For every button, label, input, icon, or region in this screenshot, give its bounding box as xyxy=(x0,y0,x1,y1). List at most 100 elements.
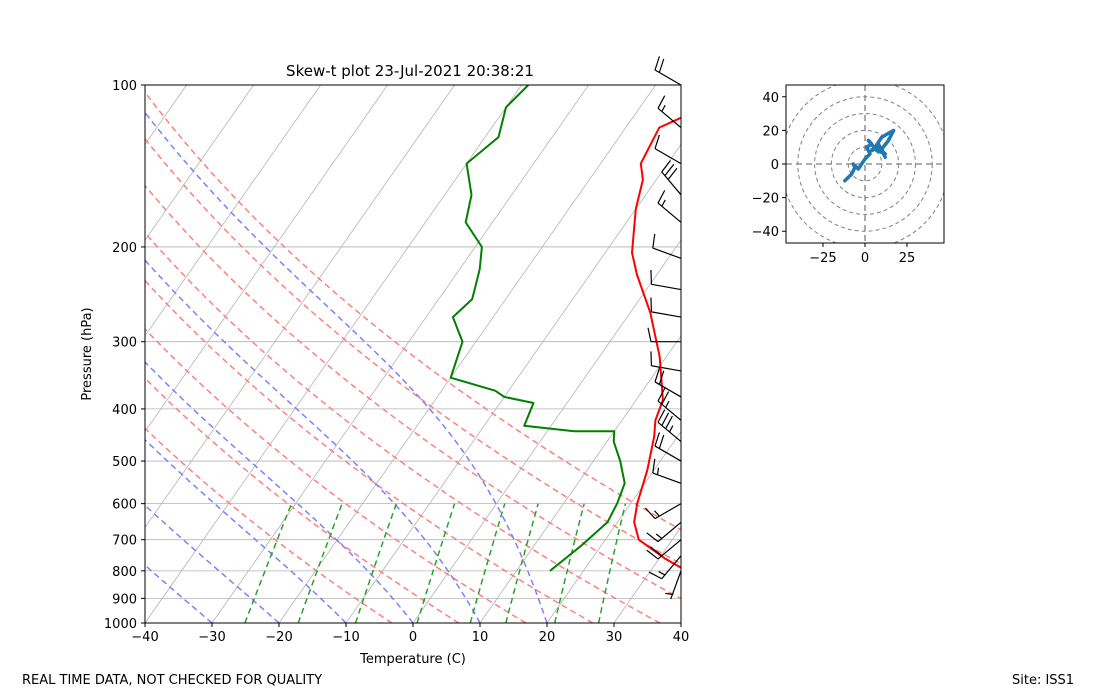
skewt-title: Skew-t plot 23-Jul-2021 20:38:21 xyxy=(286,62,534,80)
isotherm-line xyxy=(211,85,589,623)
wind-barb xyxy=(661,160,682,196)
isotherm-line xyxy=(0,85,120,623)
moist-adiabat xyxy=(145,259,481,623)
wind-barb xyxy=(644,503,682,520)
skewt-y-tick-label: 500 xyxy=(112,455,137,470)
wind-barb xyxy=(654,432,682,462)
moist-adiabat xyxy=(145,564,213,623)
wind-barb xyxy=(650,351,682,372)
isotherm-line xyxy=(278,85,656,623)
hodograph-wind-trace xyxy=(843,128,896,183)
moist-adiabat xyxy=(145,111,548,623)
wind-barb xyxy=(665,570,682,600)
hodograph-y-tick-label: 0 xyxy=(771,158,779,173)
skewt-x-axis-label: Temperature (C) xyxy=(359,652,466,667)
skewt-axes-frame xyxy=(144,84,682,624)
skewt-y-tick-label: 100 xyxy=(112,79,137,94)
dry-adiabat xyxy=(145,137,681,565)
temperature-profile xyxy=(631,116,681,569)
site-label: Site: ISS1 xyxy=(1012,673,1075,688)
skewt-x-tick-label: 10 xyxy=(472,630,489,645)
isotherm-line xyxy=(145,85,522,623)
dry-adiabat xyxy=(145,91,681,531)
skewt-x-tick-label: 30 xyxy=(606,630,623,645)
skewt-x-tick-label: 0 xyxy=(409,630,417,645)
skewt-y-tick-label: 800 xyxy=(112,565,137,580)
hodograph-y-tick-label: −40 xyxy=(752,225,779,240)
wind-barb xyxy=(646,521,682,543)
skewt-y-axis-label: Pressure (hPa) xyxy=(80,307,95,400)
dry-adiabat xyxy=(145,327,527,623)
skewt-profiles xyxy=(449,85,681,572)
skewt-x-ticks: −40 −30 −20 −10 0 10 20 30 40 xyxy=(131,623,689,645)
wind-barb xyxy=(654,368,682,398)
wind-barb xyxy=(646,539,682,560)
mixing-ratio-line xyxy=(505,503,539,623)
hodograph-rings xyxy=(786,85,944,243)
hodograph-ticks: −25 0 25 40 20 0 −20 −40 xyxy=(752,91,916,266)
isotherm-line xyxy=(0,85,53,623)
skewt-y-tick-label: 600 xyxy=(112,498,137,513)
moist-adiabat xyxy=(145,360,414,623)
moist-adiabat xyxy=(145,438,347,623)
isotherm-line xyxy=(680,622,681,623)
hodograph-ring xyxy=(814,113,916,215)
wind-barb xyxy=(648,555,682,580)
mixing-ratio-line xyxy=(354,503,398,623)
dry-adiabat xyxy=(145,279,594,623)
mixing-ratio-line xyxy=(416,503,456,623)
wind-barb xyxy=(652,233,682,259)
isotherm-line xyxy=(546,430,681,623)
wind-barb xyxy=(657,388,682,421)
skewt-y-tick-label: 200 xyxy=(112,241,137,256)
wind-barb xyxy=(652,458,682,484)
skewt-x-tick-label: −10 xyxy=(332,630,359,645)
skewt-x-tick-label: −30 xyxy=(198,630,225,645)
dry-adiabat xyxy=(145,184,681,600)
isotherm-line xyxy=(145,85,388,433)
mixing-ratio-line xyxy=(597,503,627,623)
skewt-y-tick-label: 1000 xyxy=(104,617,137,632)
hodograph-x-tick-label: 25 xyxy=(899,251,916,266)
skewt-x-tick-label: −40 xyxy=(131,630,158,645)
skewt-y-tick-label: 700 xyxy=(112,534,137,549)
isotherm-line xyxy=(145,85,455,528)
skewt-x-tick-label: 40 xyxy=(673,630,690,645)
quality-disclaimer: REAL TIME DATA, NOT CHECKED FOR QUALITY xyxy=(22,673,323,688)
wind-barbs xyxy=(644,56,682,600)
mixing-ratio-line xyxy=(244,503,293,623)
skewt-chart: Skew-t plot 23-Jul-2021 20:38:21 −40 −30−… xyxy=(0,56,689,667)
wind-barb xyxy=(647,327,681,343)
skewt-x-tick-label: 20 xyxy=(539,630,556,645)
hodograph-x-tick-label: −25 xyxy=(809,251,836,266)
hodograph-chart: −25 0 25 40 20 0 −20 −40 xyxy=(752,84,945,266)
skewt-y-tick-label: 900 xyxy=(112,592,137,607)
isotherm-line xyxy=(479,335,681,623)
skewt-background-lines xyxy=(0,85,681,623)
mixing-ratio-line xyxy=(297,503,343,623)
isotherm-line xyxy=(345,143,681,623)
hodograph-y-tick-label: 40 xyxy=(762,91,779,106)
hodograph-x-tick-label: 0 xyxy=(861,251,869,266)
isotherm-line xyxy=(145,85,321,337)
wind-barb xyxy=(657,190,682,223)
dry-adiabat xyxy=(145,427,393,623)
skewt-x-tick-label: −20 xyxy=(265,630,292,645)
hodograph-y-tick-label: 20 xyxy=(762,124,779,139)
skewt-y-tick-label: 300 xyxy=(112,336,137,351)
isotherm-line xyxy=(145,85,254,241)
wind-barb xyxy=(654,134,682,165)
wind-barb xyxy=(650,270,682,291)
wind-barb xyxy=(654,56,682,86)
wind-barb xyxy=(657,409,682,443)
hodograph-y-tick-label: −20 xyxy=(752,192,779,207)
skewt-y-tick-label: 400 xyxy=(112,403,137,418)
wind-barb xyxy=(657,95,682,129)
dry-adiabat xyxy=(145,377,460,623)
wind-barb xyxy=(650,297,682,318)
mixing-ratio-line xyxy=(469,503,506,623)
isotherm-line xyxy=(613,526,681,623)
hodograph-trace xyxy=(843,128,896,183)
isotherm-line xyxy=(412,239,681,623)
